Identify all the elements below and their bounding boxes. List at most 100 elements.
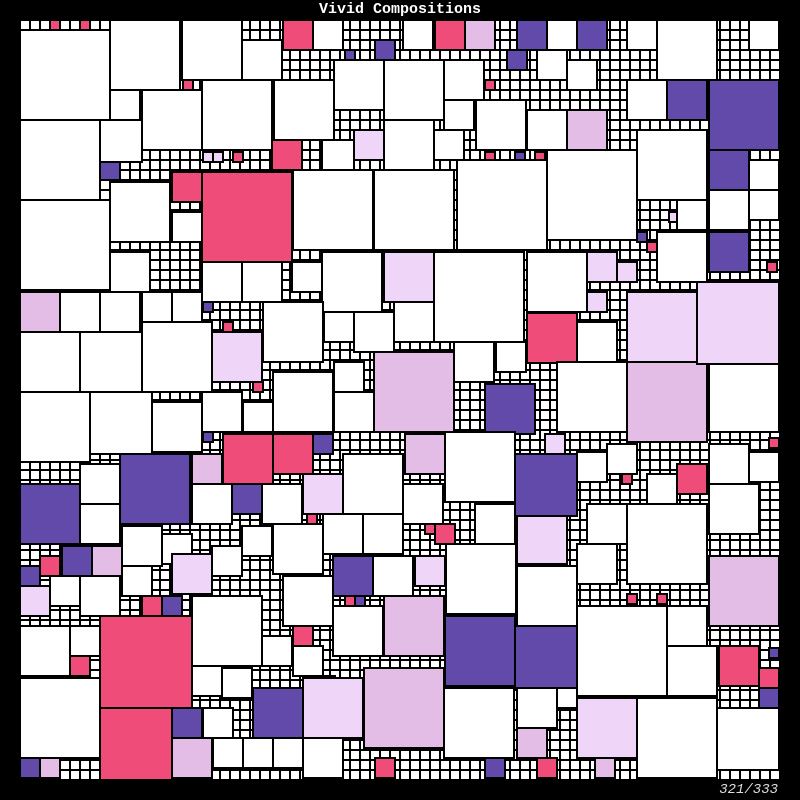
edition-number: 321/333 [719, 782, 778, 798]
tile-square-lavender [363, 667, 445, 749]
tile-square-pink [526, 312, 578, 364]
tile-square-white [566, 59, 598, 91]
tile-square-blush [516, 513, 568, 565]
tile-square-white [201, 391, 243, 433]
tile-square-white [556, 687, 578, 709]
tile-square-white [292, 645, 324, 677]
tile-square-lavender [708, 555, 780, 627]
tile-square-blush [414, 555, 446, 587]
tile-square-lavender [383, 595, 445, 657]
tile-square-white [181, 20, 243, 81]
tile-square-white [261, 635, 293, 667]
tile-square-white [171, 291, 203, 323]
tile-square-purple [514, 453, 578, 517]
tile-square-lavender [171, 737, 213, 779]
tile-square-white [262, 301, 324, 363]
tile-square-white [272, 523, 324, 575]
composition-canvas [20, 20, 780, 780]
tile-square-pink [766, 261, 778, 273]
tile-square-white [69, 625, 101, 657]
tile-square-white [89, 391, 153, 455]
tile-square-white [443, 59, 485, 101]
tile-square-purple [506, 49, 528, 71]
tile-square-white [241, 39, 283, 81]
tile-square-white [546, 20, 578, 51]
tile-square-purple [161, 595, 183, 617]
tile-square-white [576, 321, 618, 363]
tile-square-lavender [566, 109, 608, 151]
tile-square-lavender [626, 361, 708, 443]
tile-square-white [261, 483, 303, 525]
tile-square-white [109, 251, 151, 293]
tile-square-pink [656, 593, 668, 605]
tile-square-purple [20, 565, 41, 587]
tile-square-blush [696, 281, 780, 365]
tile-square-blush [626, 291, 698, 363]
tile-square-purple [20, 483, 81, 545]
tile-square-white [646, 473, 678, 505]
tile-square-white [393, 301, 435, 343]
tile-square-purple [61, 545, 93, 577]
tile-square-white [333, 361, 365, 393]
tile-square-pink [434, 20, 466, 51]
tile-square-white [20, 119, 101, 201]
tile-square-pink [271, 139, 303, 171]
tile-square-white [536, 49, 568, 81]
tile-square-white [656, 20, 718, 81]
tile-square-white [708, 483, 760, 535]
tile-square-blush [544, 433, 566, 455]
tile-square-white [433, 129, 465, 161]
tile-square-white [586, 503, 628, 545]
tile-square-blush [576, 697, 638, 759]
tile-square-white [191, 665, 223, 697]
tile-square-purple [708, 149, 750, 191]
tile-square-white [99, 291, 141, 333]
tile-square-white [546, 149, 638, 241]
tile-square-white [212, 737, 244, 769]
tile-square-pink [484, 79, 496, 91]
tile-square-white [151, 401, 203, 453]
tile-square-white [474, 503, 516, 545]
tile-square-white [109, 89, 141, 121]
tile-square-white [20, 29, 111, 121]
tile-square-blush [353, 129, 385, 161]
tile-square-white [626, 79, 668, 121]
tile-square-white [526, 251, 588, 313]
tile-square-white [495, 341, 527, 373]
tile-square-white [292, 169, 374, 251]
tile-square-white [79, 331, 143, 395]
tile-square-purple [516, 20, 548, 51]
tile-square-white [79, 575, 121, 617]
tile-square-white [402, 20, 434, 51]
tile-square-pink [768, 437, 780, 449]
tile-square-white [121, 525, 163, 567]
tile-square-lavender [39, 757, 61, 779]
tile-square-white [353, 311, 395, 353]
tile-square-white [321, 139, 355, 173]
tile-square-white [636, 697, 718, 779]
tile-square-white [332, 605, 384, 657]
tile-square-purple [514, 625, 578, 689]
tile-square-white [322, 513, 364, 555]
tile-square-white [273, 79, 335, 141]
tile-square-purple [312, 433, 334, 455]
tile-square-blush [20, 585, 51, 617]
tile-square-purple [332, 555, 374, 597]
tile-square-white [79, 463, 121, 505]
tile-square-white [20, 677, 101, 759]
tile-square-lavender [20, 291, 61, 333]
tile-square-white [302, 737, 344, 779]
tile-square-blush [586, 291, 608, 313]
tile-square-blush [383, 251, 435, 303]
tile-square-pink [39, 555, 61, 577]
tile-square-white [20, 625, 71, 677]
tile-square-blush [302, 473, 344, 515]
tile-square-white [342, 453, 404, 515]
tile-square-pink [141, 595, 163, 617]
tile-square-white [333, 59, 385, 111]
tile-square-white [272, 737, 304, 769]
tile-square-white [323, 311, 355, 343]
tile-square-purple [374, 39, 396, 61]
tile-square-white [202, 707, 234, 739]
